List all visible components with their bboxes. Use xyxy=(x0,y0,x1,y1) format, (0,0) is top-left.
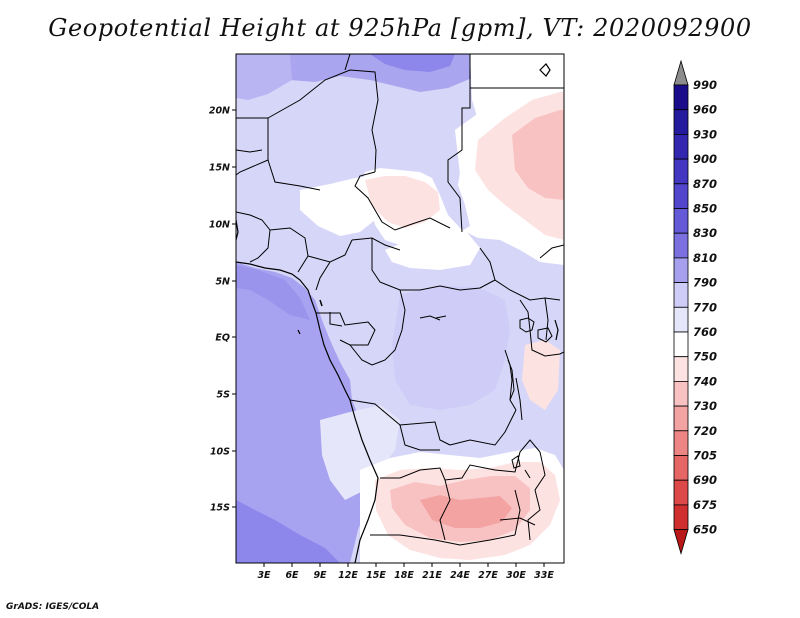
lon-label: 9E xyxy=(313,570,327,581)
lon-label: 27E xyxy=(478,570,498,581)
south-pink3 xyxy=(420,495,512,528)
colorbar-label: 675 xyxy=(693,498,717,512)
colorbar-label: 930 xyxy=(693,127,717,141)
colorbar-segment xyxy=(673,257,689,283)
lat-label: 5N xyxy=(215,277,230,288)
colorbar-label: 705 xyxy=(693,449,717,463)
congo-basin xyxy=(392,285,510,410)
lat-label: 15N xyxy=(209,163,230,174)
east-africa-pink xyxy=(522,340,560,410)
colorbar-segment xyxy=(673,405,689,432)
colorbar-segment xyxy=(673,380,689,407)
lon-label: 21E xyxy=(422,570,442,581)
colorbar-label: 960 xyxy=(693,103,717,117)
lakes xyxy=(419,315,553,479)
colorbar-label: 750 xyxy=(693,350,717,364)
lat-label: 10S xyxy=(210,447,230,458)
grads-credit: GrADS: IGES/COLA xyxy=(6,602,100,612)
lon-label: 30E xyxy=(506,570,526,581)
colorbar-label: 870 xyxy=(693,177,717,191)
lon-label: 15E xyxy=(366,570,386,581)
colorbar-label: 790 xyxy=(693,276,717,290)
colorbar-segment xyxy=(673,183,689,209)
map-frame xyxy=(235,53,565,564)
lat-label: 15S xyxy=(210,503,230,514)
colorbar-label: 990 xyxy=(693,78,717,92)
lat-label: EQ xyxy=(215,333,230,344)
map-title: Geopotential Height at 925hPa [gpm], VT:… xyxy=(48,14,752,42)
colorbar-label: 830 xyxy=(693,226,717,240)
colorbar-label: 650 xyxy=(693,523,717,537)
colorbar-bottom-arrow xyxy=(673,529,689,556)
lon-label: 6E xyxy=(285,570,299,581)
north-deep-band xyxy=(370,54,455,72)
colorbar-label: 730 xyxy=(693,399,717,413)
colorbar-segment xyxy=(673,109,689,135)
colorbar-label: 740 xyxy=(693,374,717,388)
colorbar-segment xyxy=(673,306,689,333)
colorbar-segment xyxy=(673,208,689,234)
atlantic-deep xyxy=(236,500,340,563)
lon-label: 12E xyxy=(338,570,358,581)
colorbar-segment xyxy=(673,504,689,530)
colorbar-segment xyxy=(673,84,689,111)
colorbar-label: 760 xyxy=(693,325,717,339)
colorbar-label: 900 xyxy=(693,152,717,166)
lat-label: 20N xyxy=(209,106,230,117)
colorbar-segment xyxy=(673,282,689,308)
colorbar-label: 810 xyxy=(693,251,717,265)
colorbar-label: 690 xyxy=(693,473,717,487)
longitude-axis: 3E 6E 9E 12E 15E 18E 21E 24E 27E 30E 33E xyxy=(257,563,554,581)
angola-light xyxy=(320,405,400,500)
colorbar-segment xyxy=(673,356,689,382)
colorbar-segment xyxy=(673,133,689,160)
colorbar-segment xyxy=(673,430,689,456)
colorbar-segment xyxy=(673,331,689,358)
coastlines xyxy=(236,63,559,563)
map-field xyxy=(236,54,564,563)
lon-label: 3E xyxy=(257,570,271,581)
latitude-axis: 20N 15N 10N 5N EQ 5S 10S 15S xyxy=(209,106,236,514)
colorbar-label: 770 xyxy=(693,300,717,314)
colorbar-top-arrow xyxy=(673,59,689,86)
colorbar: 990 960 930 900 870 850 830 810 790 770 760 750 740 7… xyxy=(673,59,717,556)
north-west-blue xyxy=(236,54,292,100)
ethiopia-pink2 xyxy=(512,110,564,200)
colorbar-segment xyxy=(673,455,689,481)
colorbar-segment xyxy=(673,479,689,506)
colorbar-label: 850 xyxy=(693,202,717,216)
colorbar-label: 720 xyxy=(693,424,717,438)
colorbar-segment xyxy=(673,158,689,185)
central-white xyxy=(385,228,480,270)
sudan-pink xyxy=(365,176,440,228)
lon-label: 33E xyxy=(534,570,554,581)
lat-label: 10N xyxy=(209,220,230,231)
lat-label: 5S xyxy=(217,390,231,401)
lon-label: 18E xyxy=(394,570,414,581)
coast-deep xyxy=(236,265,310,320)
country-borders xyxy=(236,54,564,546)
lon-label: 24E xyxy=(450,570,470,581)
colorbar-segment xyxy=(673,232,689,259)
